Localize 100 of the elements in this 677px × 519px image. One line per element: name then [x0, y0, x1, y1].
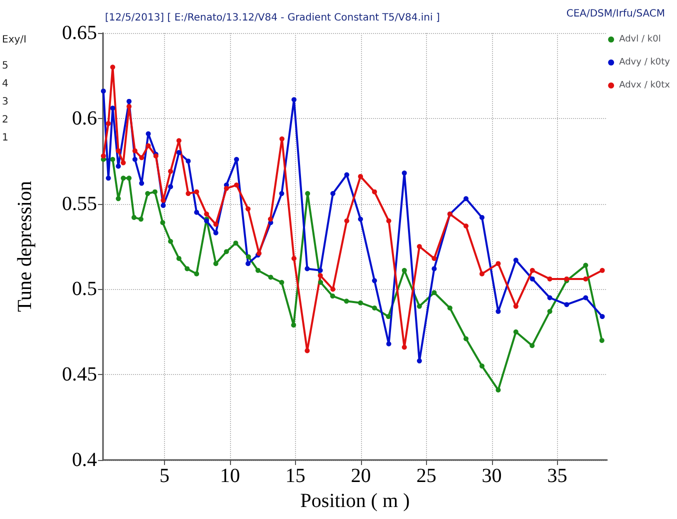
point	[256, 268, 260, 273]
point	[233, 240, 238, 246]
legend-label: Advx / k0tx	[619, 80, 671, 90]
point	[530, 276, 535, 282]
point	[116, 196, 121, 202]
point	[176, 138, 182, 144]
point	[513, 329, 518, 334]
point	[194, 210, 200, 215]
point	[416, 304, 422, 309]
point	[168, 184, 174, 190]
point	[547, 308, 552, 314]
point	[547, 295, 552, 300]
point	[600, 268, 605, 273]
point	[386, 314, 391, 320]
x-tick-label: 25	[416, 465, 436, 487]
point	[547, 276, 552, 282]
point	[464, 336, 469, 342]
point	[479, 364, 484, 369]
point	[132, 214, 137, 220]
x-tick-label: 20	[350, 465, 371, 487]
point	[513, 304, 518, 309]
point	[224, 186, 229, 191]
point	[304, 348, 310, 354]
point	[318, 268, 323, 273]
x-axis-title: Position ( m )	[300, 490, 410, 512]
y-tick-label: 0.5	[72, 278, 97, 300]
x-tick-label: 30	[482, 465, 502, 487]
point	[204, 212, 210, 217]
point	[224, 249, 229, 254]
point	[268, 216, 273, 222]
x-tick-label: 10	[220, 465, 240, 487]
point	[279, 136, 284, 142]
y-tick-label: 0.4	[72, 449, 97, 471]
point	[120, 160, 126, 166]
point	[145, 191, 150, 196]
point	[583, 262, 588, 268]
point	[496, 308, 501, 314]
point	[416, 358, 422, 364]
point	[599, 338, 604, 343]
point	[110, 64, 116, 70]
point	[292, 256, 296, 261]
text: Exy/I	[2, 34, 26, 46]
text: 3	[2, 96, 8, 108]
point	[402, 268, 407, 273]
point	[330, 286, 336, 292]
point	[139, 155, 144, 160]
point	[344, 218, 350, 224]
point	[246, 206, 251, 212]
point	[160, 198, 166, 203]
point	[176, 256, 182, 261]
y-axis-title: Tune depression	[14, 181, 36, 312]
point	[100, 153, 106, 158]
point	[447, 305, 452, 310]
point	[564, 302, 570, 308]
point	[213, 222, 218, 227]
point	[330, 191, 336, 196]
point	[600, 314, 605, 320]
point	[132, 156, 138, 162]
point	[234, 182, 240, 188]
chart-title: [12/5/2013] [ E:/Renato/13.12/V84 - Gradient Constant T5/V84.ini ]	[105, 12, 440, 24]
point	[194, 189, 200, 194]
point	[372, 278, 378, 284]
x-tick-label: 35	[547, 465, 568, 487]
point	[132, 148, 138, 154]
point	[106, 176, 111, 181]
point	[372, 189, 378, 194]
point	[168, 168, 174, 174]
text: 1	[2, 132, 8, 144]
point	[530, 268, 535, 273]
text: CEA/DSM/Irfu/SACM	[566, 8, 666, 20]
text: 5	[2, 60, 8, 72]
point	[126, 98, 132, 104]
point	[305, 191, 310, 196]
point	[372, 305, 378, 310]
point	[213, 230, 218, 236]
point	[402, 170, 407, 176]
point	[146, 131, 151, 136]
point	[358, 216, 363, 222]
point	[358, 300, 363, 306]
point	[126, 176, 132, 181]
point	[146, 143, 151, 148]
point	[246, 261, 251, 266]
legend-label: Advl / k0l	[619, 34, 661, 44]
point	[234, 156, 240, 162]
point	[386, 218, 392, 224]
point	[213, 261, 218, 266]
point	[268, 274, 274, 280]
point	[292, 97, 296, 102]
point	[318, 273, 323, 278]
point	[186, 158, 191, 164]
point	[583, 295, 588, 300]
point	[110, 156, 116, 162]
y-tick-label: 0.6	[72, 107, 97, 130]
point	[432, 256, 437, 261]
x-tick-label: 15	[285, 465, 306, 487]
point	[496, 261, 501, 266]
point	[344, 298, 349, 304]
point	[168, 238, 174, 244]
point	[176, 150, 182, 156]
point	[138, 216, 144, 222]
